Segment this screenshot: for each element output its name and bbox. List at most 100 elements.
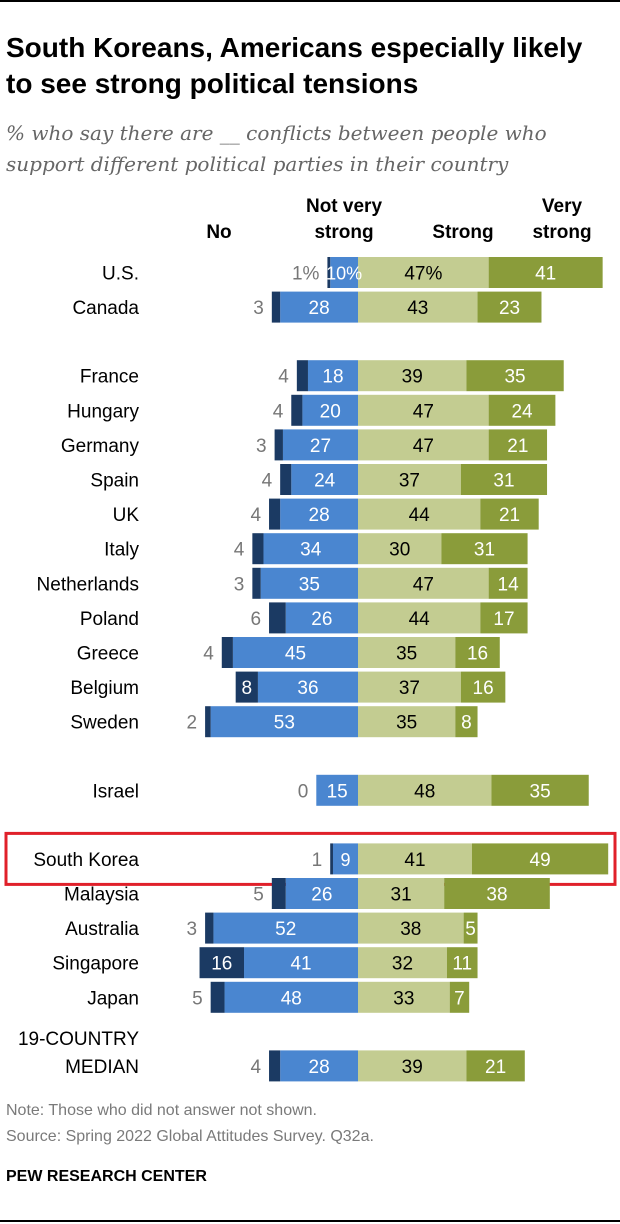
row-label-poland: Poland xyxy=(80,609,139,630)
legend-not_very_strong-line-2: strong xyxy=(314,222,373,243)
value-malaysia-not-very-strong: 26 xyxy=(311,885,332,906)
bar-japan-not-very-strong xyxy=(224,981,358,1013)
value-singapore-very-strong: 11 xyxy=(452,954,472,975)
value-u-s--no: 1% xyxy=(292,264,320,285)
value-hungary-very-strong: 24 xyxy=(511,401,533,422)
value-japan-no: 5 xyxy=(192,988,203,1009)
value-canada-strong: 43 xyxy=(407,298,428,319)
bar-italy-very-strong xyxy=(441,533,528,565)
row-label-hungary: Hungary xyxy=(67,401,139,422)
bar-australia-strong xyxy=(358,912,464,944)
value-malaysia-no: 5 xyxy=(253,885,264,906)
value-greece-strong: 35 xyxy=(396,644,417,665)
bar-japan-strong xyxy=(358,981,450,1013)
bar-canada-strong xyxy=(358,291,478,323)
bar-19-country-median-strong xyxy=(358,1050,467,1082)
row-label-canada: Canada xyxy=(72,298,139,319)
bar-south-korea-very-strong xyxy=(471,843,609,875)
value-belgium-not-very-strong: 36 xyxy=(297,678,318,699)
bar-greece-no xyxy=(221,637,233,668)
value-sweden-very-strong: 8 xyxy=(461,713,472,734)
bar-germany-very-strong xyxy=(488,429,548,461)
bar-spain-strong xyxy=(358,464,461,495)
bar-south-korea-no xyxy=(330,843,333,875)
value-sweden-strong: 35 xyxy=(396,713,417,734)
value-netherlands-not-very-strong: 35 xyxy=(299,574,320,595)
value-hungary-no: 4 xyxy=(273,401,284,422)
bar-south-korea-strong xyxy=(358,843,472,875)
value-france-not-very-strong: 18 xyxy=(322,367,343,388)
bar-singapore-strong xyxy=(358,947,447,979)
bar-poland-not-very-strong xyxy=(285,602,358,634)
value-japan-not-very-strong: 48 xyxy=(281,988,302,1009)
value-greece-no: 4 xyxy=(203,644,214,665)
bar-germany-no xyxy=(274,429,283,461)
bar-australia-very-strong xyxy=(463,912,478,944)
value-singapore-strong: 32 xyxy=(392,954,413,975)
value-south-korea-strong: 41 xyxy=(404,850,425,871)
value-19-country-median-very-strong: 21 xyxy=(485,1057,506,1078)
bar-greece-not-very-strong xyxy=(232,637,358,668)
value-canada-not-very-strong: 28 xyxy=(309,298,330,319)
bar-singapore-very-strong xyxy=(446,947,478,979)
bar-poland-no xyxy=(269,602,286,634)
bar-u-s--very-strong xyxy=(488,257,603,288)
value-poland-not-very-strong: 26 xyxy=(311,609,332,630)
bar-u-s--no xyxy=(327,257,331,288)
bar-uk-no xyxy=(269,498,281,530)
value-belgium-no: 8 xyxy=(242,678,253,699)
value-australia-strong: 38 xyxy=(400,919,421,940)
row-label-japan: Japan xyxy=(87,988,139,1009)
bar-italy-not-very-strong xyxy=(263,533,358,565)
value-italy-very-strong: 31 xyxy=(474,540,495,561)
value-germany-not-very-strong: 27 xyxy=(310,436,331,457)
bar-france-no xyxy=(296,360,308,392)
value-netherlands-no: 3 xyxy=(234,574,245,595)
value-spain-very-strong: 31 xyxy=(493,471,514,492)
value-japan-very-strong: 7 xyxy=(454,988,465,1009)
chart-source: Source: Spring 2022 Global Attitudes Sur… xyxy=(6,1128,374,1145)
value-uk-no: 4 xyxy=(250,505,261,526)
value-australia-no: 3 xyxy=(187,919,198,940)
value-israel-no: 0 xyxy=(298,781,309,802)
bar-israel-very-strong xyxy=(491,774,589,806)
bar-poland-very-strong xyxy=(480,602,528,634)
value-uk-not-very-strong: 28 xyxy=(309,505,330,526)
row-label-uk: UK xyxy=(113,505,140,526)
value-u-s--very-strong: 41 xyxy=(535,264,556,285)
value-poland-no: 6 xyxy=(250,609,261,630)
value-south-korea-very-strong: 49 xyxy=(530,850,551,871)
bar-netherlands-strong xyxy=(358,567,489,599)
row-label-belgium: Belgium xyxy=(70,678,139,699)
row-label-malaysia: Malaysia xyxy=(64,885,139,906)
value-u-s--strong: 47% xyxy=(404,264,442,285)
bar-malaysia-very-strong xyxy=(444,878,550,909)
value-netherlands-very-strong: 14 xyxy=(498,574,520,595)
value-spain-no: 4 xyxy=(262,471,273,492)
value-israel-not-very-strong: 15 xyxy=(327,781,348,802)
row-label-israel: Israel xyxy=(93,781,139,802)
bar-belgium-no xyxy=(235,671,258,703)
bar-19-country-median-no xyxy=(269,1050,281,1082)
bar-spain-no xyxy=(280,464,292,495)
bar-japan-very-strong xyxy=(449,981,470,1013)
value-19-country-median-no: 4 xyxy=(250,1057,261,1078)
bar-netherlands-not-very-strong xyxy=(260,567,358,599)
row-label-sweden: Sweden xyxy=(70,713,139,734)
value-poland-very-strong: 17 xyxy=(493,609,514,630)
bar-hungary-strong xyxy=(358,394,489,426)
row-label-19-country-median-line-2: MEDIAN xyxy=(65,1057,139,1078)
value-uk-very-strong: 21 xyxy=(499,505,520,526)
bar-israel-not-very-strong xyxy=(316,774,358,806)
bar-hungary-very-strong xyxy=(488,394,556,426)
value-hungary-not-very-strong: 20 xyxy=(320,401,341,422)
bar-sweden-no xyxy=(205,706,211,738)
bar-germany-not-very-strong xyxy=(282,429,358,461)
value-malaysia-strong: 31 xyxy=(391,885,412,906)
value-19-country-median-not-very-strong: 28 xyxy=(309,1057,330,1078)
chart-title: South Koreans, Americans especially like… xyxy=(6,32,583,99)
bar-singapore-no xyxy=(199,947,245,979)
bar-sweden-not-very-strong xyxy=(210,706,358,738)
value-italy-no: 4 xyxy=(234,540,245,561)
